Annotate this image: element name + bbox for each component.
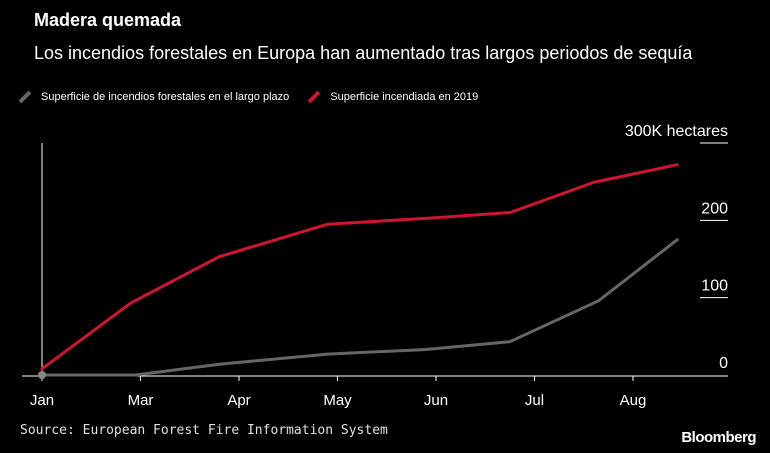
chart-subtitle: Los incendios forestales en Europa han a… (34, 43, 693, 63)
x-tick-label: Jun (424, 392, 448, 409)
bloomberg-logo: Bloomberg (681, 429, 756, 446)
y-tick-label: 200 (701, 200, 728, 217)
series-line-long-term (40, 238, 679, 377)
x-tick-label: May (323, 392, 352, 409)
source-note: Source: European Forest Fire Information… (20, 423, 388, 438)
legend-label-long-term: Superficie de incendios forestales en el… (41, 91, 290, 103)
chart-title: Madera quemada (34, 10, 182, 30)
legend-item-2019: Superficie incendiada en 2019 (307, 90, 479, 104)
start-point-marker (38, 371, 46, 379)
x-tick-label: Aug (620, 392, 647, 409)
y-tick-label: 0 (719, 355, 728, 372)
legend-label-2019: Superficie incendiada en 2019 (330, 91, 479, 103)
x-tick-label: Mar (128, 392, 154, 409)
y-tick-label: 100 (701, 278, 728, 295)
x-tick-label: Apr (227, 392, 250, 409)
chart-legend: Superficie de incendios forestales en el… (18, 90, 496, 104)
x-tick-label: Jul (525, 392, 544, 409)
x-tick-label: Jan (30, 392, 54, 409)
legend-item-long-term: Superficie de incendios forestales en el… (18, 90, 290, 104)
series-line-2019 (40, 163, 679, 371)
y-tick-label: 300K hectares (625, 123, 728, 140)
